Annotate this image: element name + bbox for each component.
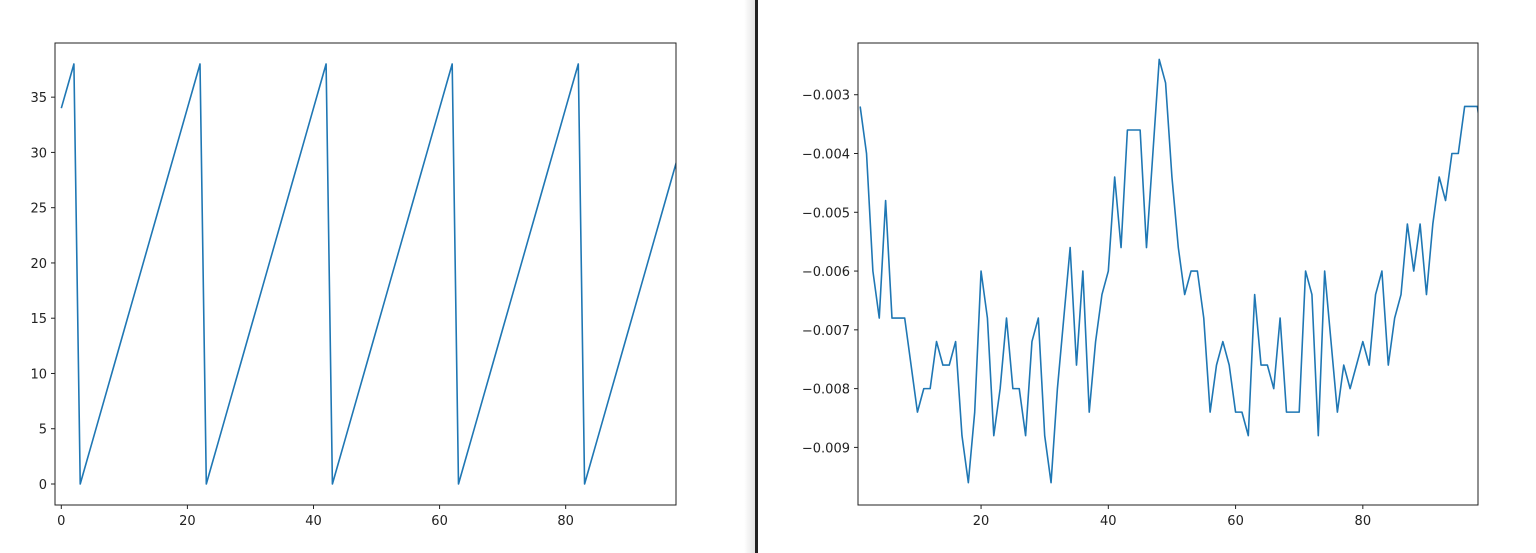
data-series-line xyxy=(859,58,1478,484)
sawtooth-line-chart: 0 20 40 60 80 0 5 10 15 20 25 30 35 xyxy=(30,42,677,529)
y-tick-label: −0.005 xyxy=(802,206,850,221)
x-tick-label: 40 xyxy=(305,514,322,529)
y-tick-label: −0.009 xyxy=(802,441,850,456)
x-tick-label: 0 xyxy=(57,514,65,529)
data-series-line xyxy=(60,63,676,485)
window-divider-shadow xyxy=(744,0,755,553)
y-tick-label: −0.004 xyxy=(802,148,850,163)
y-tick-label: 15 xyxy=(30,312,47,327)
y-tick-label: −0.007 xyxy=(802,324,850,339)
window-divider[interactable] xyxy=(755,0,758,553)
x-tick-label: 80 xyxy=(1355,514,1372,529)
x-tick-label: 40 xyxy=(1100,514,1117,529)
x-tick-label: 60 xyxy=(1227,514,1244,529)
y-tick-label: 30 xyxy=(30,146,47,161)
axes-frame xyxy=(857,42,1479,506)
y-tick-label: 10 xyxy=(30,367,47,382)
noisy-line-chart: 20 40 60 80 −0.003 −0.004 −0.005 −0.006 −0.007 −0… xyxy=(802,42,1479,529)
axes-frame xyxy=(54,42,677,506)
x-tick-label: 20 xyxy=(973,514,990,529)
x-tick-label: 20 xyxy=(179,514,196,529)
plot-area xyxy=(55,43,676,505)
y-tick-label: 20 xyxy=(30,257,47,272)
y-tick-label: −0.008 xyxy=(802,383,850,398)
y-tick-label: 25 xyxy=(30,202,47,217)
y-tick-label: −0.006 xyxy=(802,265,850,280)
y-tick-label: 0 xyxy=(39,478,47,493)
x-tick-label: 80 xyxy=(557,514,574,529)
x-tick-label: 60 xyxy=(431,514,448,529)
y-tick-label: −0.003 xyxy=(802,89,850,104)
y-tick-label: 35 xyxy=(30,91,47,106)
y-tick-label: 5 xyxy=(39,423,47,438)
